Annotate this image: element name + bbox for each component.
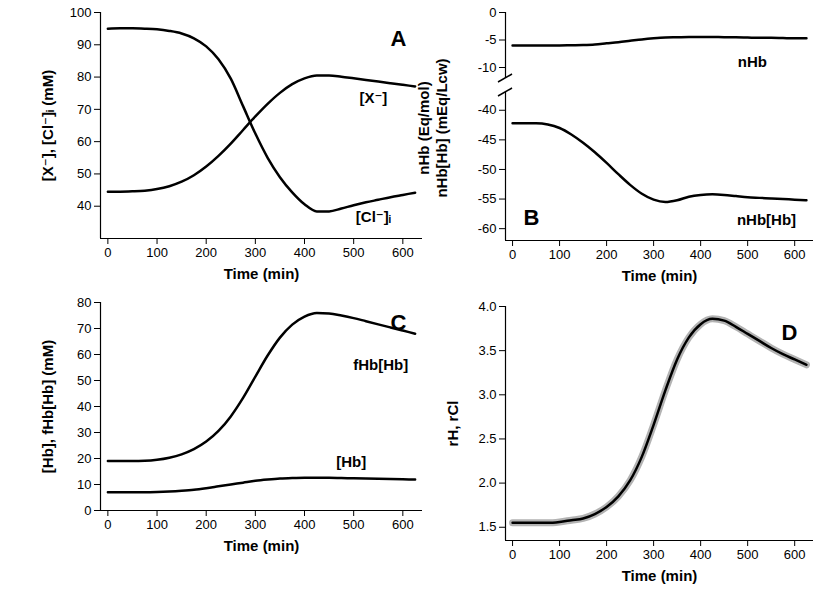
svg-text:-55: -55 <box>478 191 497 206</box>
svg-text:10: 10 <box>77 477 91 492</box>
svg-text:-45: -45 <box>478 132 497 147</box>
svg-text:-50: -50 <box>478 162 497 177</box>
svg-text:90: 90 <box>77 37 91 52</box>
svg-text:20: 20 <box>77 451 91 466</box>
svg-text:30: 30 <box>77 425 91 440</box>
svg-text:50: 50 <box>77 373 91 388</box>
svg-text:[X⁻]: [X⁻] <box>359 89 387 106</box>
svg-text:200: 200 <box>596 547 618 562</box>
svg-text:600: 600 <box>784 247 806 262</box>
svg-text:nHb[Hb] (mEq/Lcw): nHb[Hb] (mEq/Lcw) <box>433 58 450 197</box>
svg-text:400: 400 <box>690 247 712 262</box>
svg-text:400: 400 <box>294 245 316 260</box>
svg-text:300: 300 <box>245 517 267 532</box>
svg-text:[Hb]: [Hb] <box>336 453 366 470</box>
svg-text:[Cl⁻]ᵢ: [Cl⁻]ᵢ <box>356 208 391 225</box>
svg-text:D: D <box>782 320 798 345</box>
svg-text:rH, rCl: rH, rCl <box>444 401 461 447</box>
svg-text:200: 200 <box>596 247 618 262</box>
svg-text:70: 70 <box>77 321 91 336</box>
svg-text:40: 40 <box>77 399 91 414</box>
svg-text:60: 60 <box>77 347 91 362</box>
svg-text:3.0: 3.0 <box>478 387 496 402</box>
svg-text:A: A <box>391 26 407 51</box>
svg-text:-10: -10 <box>478 60 497 75</box>
svg-text:600: 600 <box>392 517 414 532</box>
svg-text:300: 300 <box>643 247 665 262</box>
svg-text:100: 100 <box>146 517 168 532</box>
svg-text:-5: -5 <box>485 32 497 47</box>
svg-text:80: 80 <box>77 69 91 84</box>
svg-text:200: 200 <box>195 245 217 260</box>
svg-text:600: 600 <box>392 245 414 260</box>
svg-text:0: 0 <box>84 503 91 518</box>
svg-text:2.0: 2.0 <box>478 475 496 490</box>
svg-text:B: B <box>524 205 540 230</box>
svg-text:3.5: 3.5 <box>478 343 496 358</box>
svg-text:500: 500 <box>737 247 759 262</box>
svg-text:[Hb], fHb[Hb] (mM): [Hb], fHb[Hb] (mM) <box>39 340 56 473</box>
svg-text:Time (min): Time (min) <box>622 567 698 584</box>
svg-text:70: 70 <box>77 102 91 117</box>
svg-text:C: C <box>391 310 407 335</box>
svg-text:400: 400 <box>294 517 316 532</box>
svg-text:0: 0 <box>509 547 516 562</box>
svg-text:600: 600 <box>784 547 806 562</box>
svg-text:0: 0 <box>509 247 516 262</box>
svg-text:100: 100 <box>549 547 571 562</box>
svg-text:Time (min): Time (min) <box>622 267 698 284</box>
svg-text:100: 100 <box>70 5 92 20</box>
svg-text:60: 60 <box>77 134 91 149</box>
svg-text:400: 400 <box>690 547 712 562</box>
svg-text:50: 50 <box>77 166 91 181</box>
svg-text:500: 500 <box>737 547 759 562</box>
svg-text:100: 100 <box>146 245 168 260</box>
svg-text:nHb[Hb]: nHb[Hb] <box>737 211 796 228</box>
svg-text:200: 200 <box>195 517 217 532</box>
svg-text:0: 0 <box>104 517 111 532</box>
svg-text:fHb[Hb]: fHb[Hb] <box>353 356 408 373</box>
svg-text:nHb: nHb <box>738 53 767 70</box>
svg-text:0: 0 <box>489 5 496 20</box>
svg-text:Time (min): Time (min) <box>224 265 300 282</box>
svg-text:40: 40 <box>77 198 91 213</box>
svg-text:300: 300 <box>245 245 267 260</box>
svg-text:500: 500 <box>343 245 365 260</box>
svg-text:nHb (Eq/mol): nHb (Eq/mol) <box>415 81 432 174</box>
svg-text:0: 0 <box>104 245 111 260</box>
svg-text:2.5: 2.5 <box>478 431 496 446</box>
svg-text:-60: -60 <box>478 221 497 236</box>
svg-text:100: 100 <box>549 247 571 262</box>
svg-text:300: 300 <box>643 547 665 562</box>
svg-text:500: 500 <box>343 517 365 532</box>
svg-text:-40: -40 <box>478 102 497 117</box>
svg-text:1.5: 1.5 <box>478 519 496 534</box>
svg-text:Time (min): Time (min) <box>224 537 300 554</box>
svg-text:4.0: 4.0 <box>478 299 496 314</box>
svg-text:80: 80 <box>77 295 91 310</box>
svg-text:[X⁻], [Cl⁻]ᵢ (mM): [X⁻], [Cl⁻]ᵢ (mM) <box>39 70 56 181</box>
